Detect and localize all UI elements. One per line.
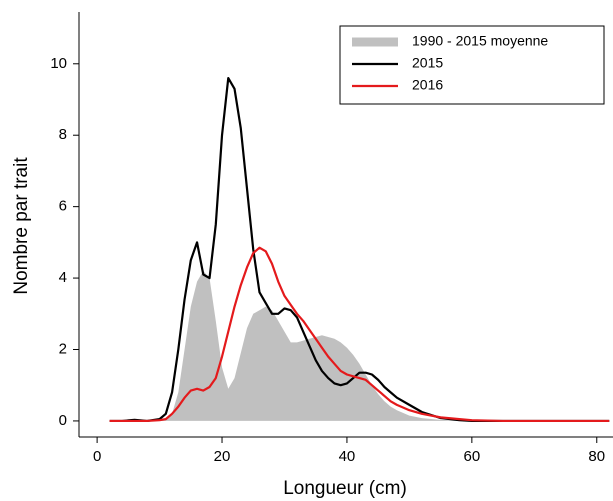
x-tick-label: 80 <box>588 448 605 465</box>
line <box>109 76 610 423</box>
line <box>109 246 610 423</box>
x-tick-label: 40 <box>339 448 356 465</box>
y-axis-title: Nombre par trait <box>11 157 32 295</box>
x-tick-label: 60 <box>464 448 481 465</box>
y-tick-label: 2 <box>59 340 67 357</box>
plot <box>109 76 610 423</box>
y-tick-label: 8 <box>59 126 67 143</box>
x-tick-label: 20 <box>214 448 231 465</box>
y-tick-label: 6 <box>59 198 67 215</box>
y-tick-label: 0 <box>59 412 67 429</box>
legend-label: 2015 <box>412 55 443 71</box>
x-axis-title: Longueur (cm) <box>283 478 407 499</box>
y-tick-label: 10 <box>50 55 67 72</box>
area <box>109 270 610 421</box>
legend-label: 2016 <box>412 77 443 93</box>
y-tick-label: 4 <box>59 269 67 286</box>
legend-label: 1990 - 2015 moyenne <box>412 33 548 49</box>
x-tick-label: 0 <box>93 448 101 465</box>
